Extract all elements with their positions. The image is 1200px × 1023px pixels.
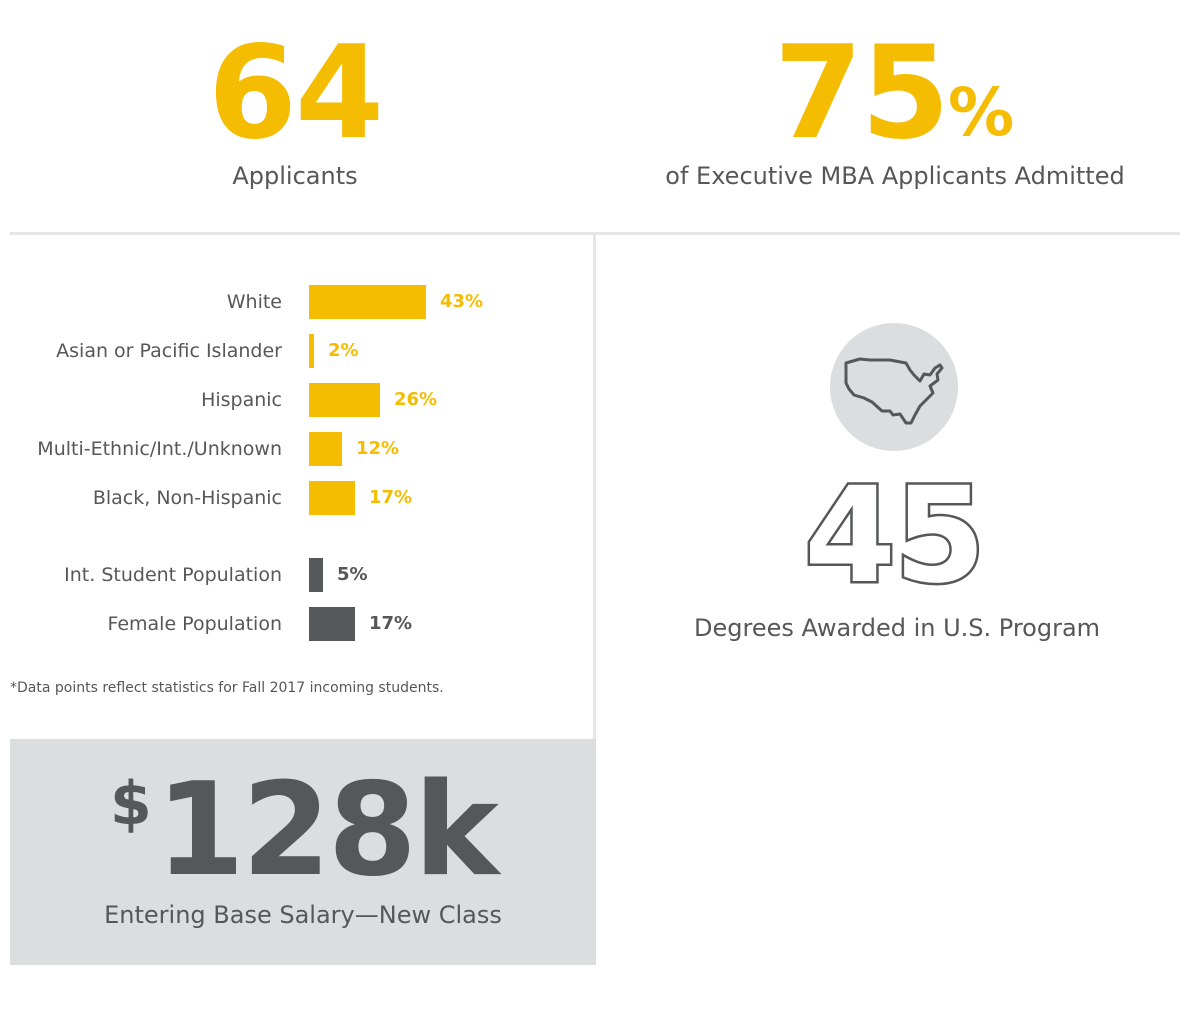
bar-value-label: 5% [337, 564, 368, 585]
vertical-divider [593, 235, 596, 965]
footnote: *Data points reflect statistics for Fall… [10, 680, 444, 696]
bar [309, 607, 355, 641]
bar [309, 334, 314, 368]
admitted-percent-unit: % [947, 74, 1015, 151]
bar-label: Black, Non-Hispanic [92, 487, 282, 509]
admitted-percent-value: 75 [773, 19, 950, 168]
salary-value: 128k [155, 756, 499, 905]
applicants-count: 64 [207, 19, 384, 168]
salary-currency-symbol: $ [109, 769, 152, 839]
salary-stat: $128k [10, 767, 596, 895]
bar-row: Hispanic 26% [0, 383, 590, 419]
admitted-stat: 75% [694, 30, 1094, 158]
applicants-caption: Applicants [232, 162, 358, 190]
bar-row: Female Population 17% [0, 607, 590, 643]
bar [309, 481, 355, 515]
bar [309, 285, 426, 319]
bar-value-label: 12% [356, 438, 400, 459]
us-map-icon [830, 323, 958, 451]
bar-value-label: 43% [440, 291, 484, 312]
bar [309, 432, 342, 466]
bar-value-label: 26% [394, 389, 438, 410]
bar-value-label: 17% [369, 613, 413, 634]
bar-row: Multi-Ethnic/Int./Unknown 12% [0, 432, 590, 468]
bar-value-label: 2% [328, 340, 359, 361]
salary-caption: Entering Base Salary—New Class [104, 901, 502, 929]
bar-label: White [226, 291, 282, 313]
horizontal-divider [10, 232, 1180, 235]
bar-row: Black, Non-Hispanic 17% [0, 481, 590, 517]
degrees-caption: Degrees Awarded in U.S. Program [694, 614, 1101, 642]
salary-panel: $128k Entering Base Salary—New Class [10, 739, 596, 965]
degrees-count: 45 [802, 459, 989, 613]
bar-label: Hispanic [201, 389, 282, 411]
bar-label: Asian or Pacific Islander [56, 340, 282, 362]
bar [309, 558, 323, 592]
bar [309, 383, 380, 417]
bar-row: White 43% [0, 285, 590, 321]
bar-row: Asian or Pacific Islander 2% [0, 334, 590, 370]
admitted-caption: of Executive MBA Applicants Admitted [665, 162, 1125, 190]
bar-label: Multi-Ethnic/Int./Unknown [37, 438, 282, 460]
bar-row: Int. Student Population 5% [0, 558, 590, 594]
bar-label: Int. Student Population [64, 564, 282, 586]
bar-value-label: 17% [369, 487, 413, 508]
bar-label: Female Population [107, 613, 282, 635]
demographics-bar-chart: White 43% Asian or Pacific Islander 2% Hispa… [0, 270, 590, 650]
